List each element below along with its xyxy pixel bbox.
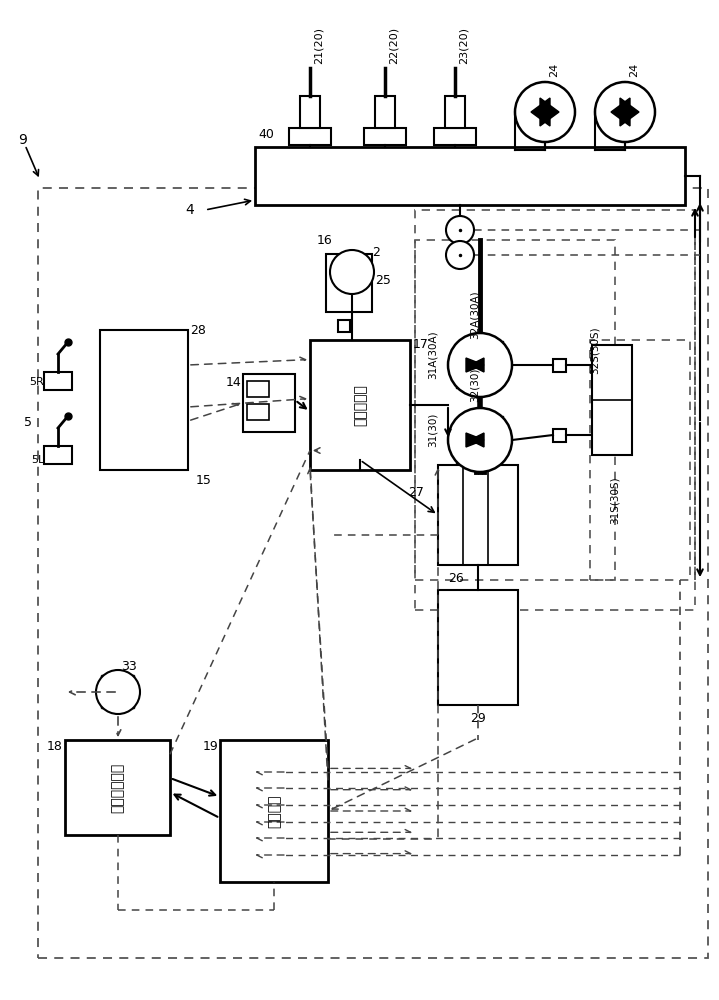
Text: 泵控制器: 泵控制器 <box>267 794 281 828</box>
Bar <box>375 96 395 128</box>
Circle shape <box>330 250 374 294</box>
Circle shape <box>448 408 512 472</box>
Text: 2: 2 <box>372 245 380 258</box>
Bar <box>247 404 269 420</box>
Text: 18: 18 <box>47 740 63 753</box>
Bar <box>553 429 566 442</box>
Bar <box>38 188 708 958</box>
Bar <box>220 740 328 882</box>
Circle shape <box>446 216 474 244</box>
Polygon shape <box>470 433 484 447</box>
Text: 23(20): 23(20) <box>459 26 469 64</box>
Text: 发动机控制器: 发动机控制器 <box>111 762 124 813</box>
Text: 32S(30S): 32S(30S) <box>590 326 600 374</box>
Polygon shape <box>540 98 559 126</box>
Text: 31S(30S): 31S(30S) <box>610 476 620 524</box>
Bar <box>300 96 320 128</box>
Bar <box>434 128 476 145</box>
Bar <box>438 590 518 705</box>
Text: 5L: 5L <box>31 455 44 465</box>
Bar <box>415 240 615 580</box>
Polygon shape <box>531 98 550 126</box>
Bar <box>65 740 170 835</box>
Bar <box>326 254 372 312</box>
Text: 27: 27 <box>408 486 424 499</box>
Text: 21(20): 21(20) <box>314 26 324 64</box>
Text: 16: 16 <box>317 233 333 246</box>
Bar <box>415 210 695 610</box>
Text: 31(30): 31(30) <box>428 413 438 447</box>
Bar <box>247 381 269 397</box>
Circle shape <box>96 670 140 714</box>
Text: 4: 4 <box>185 203 193 217</box>
Text: 19: 19 <box>202 740 218 753</box>
Text: 17: 17 <box>413 338 429 352</box>
Circle shape <box>446 241 474 269</box>
Polygon shape <box>620 98 639 126</box>
Bar <box>255 147 685 205</box>
Bar <box>553 359 566 372</box>
Text: 14: 14 <box>225 376 241 389</box>
Bar <box>445 96 465 128</box>
Text: 29: 29 <box>470 712 486 726</box>
Text: 31A(30A): 31A(30A) <box>428 331 438 379</box>
Bar <box>289 128 331 145</box>
Bar <box>364 128 406 145</box>
Text: 5R: 5R <box>29 377 44 387</box>
Text: 40: 40 <box>258 128 274 141</box>
Text: 26: 26 <box>448 572 464 585</box>
Bar <box>338 320 350 332</box>
Bar <box>100 330 188 470</box>
Polygon shape <box>466 358 484 372</box>
Bar <box>243 374 295 432</box>
Text: 5: 5 <box>24 416 32 428</box>
Circle shape <box>448 333 512 397</box>
Polygon shape <box>466 433 484 447</box>
Bar <box>590 340 690 580</box>
Polygon shape <box>470 358 484 372</box>
Text: 32(30): 32(30) <box>470 368 480 402</box>
Bar <box>592 345 632 455</box>
Text: 28: 28 <box>190 324 206 336</box>
Text: 24: 24 <box>629 63 639 77</box>
Text: 9: 9 <box>18 133 27 147</box>
Text: 混合控制器: 混合控制器 <box>353 384 367 426</box>
Text: 22(20): 22(20) <box>389 26 399 64</box>
Text: 15: 15 <box>196 474 212 487</box>
Bar <box>44 446 72 464</box>
Text: 33: 33 <box>121 660 137 674</box>
Text: 24: 24 <box>549 63 559 77</box>
Circle shape <box>515 82 575 142</box>
Polygon shape <box>611 98 630 126</box>
Bar <box>44 372 72 390</box>
Bar <box>310 340 410 470</box>
Text: 32A(30A): 32A(30A) <box>470 291 480 339</box>
Text: 25: 25 <box>375 273 391 286</box>
Circle shape <box>595 82 655 142</box>
Bar <box>438 465 518 565</box>
